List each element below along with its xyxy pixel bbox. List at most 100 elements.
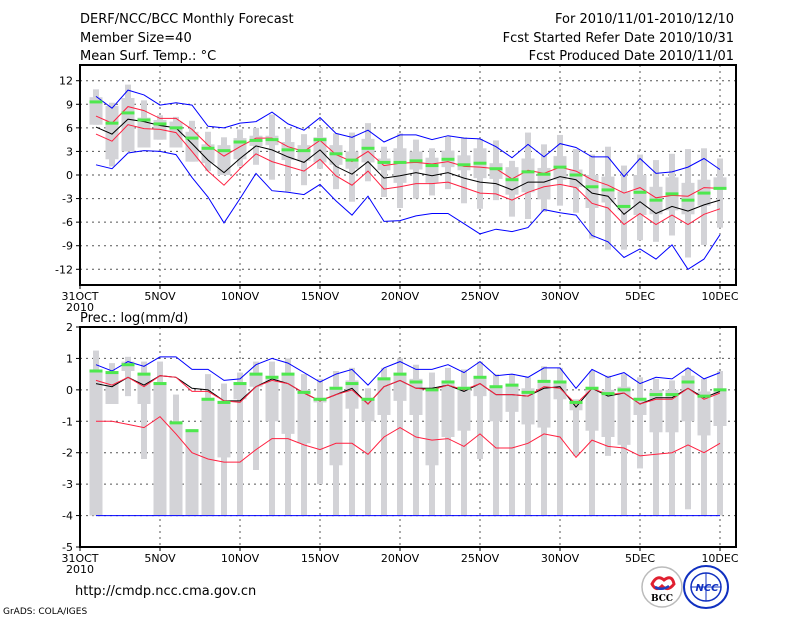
ensemble-box [361,123,375,182]
y-tick-label: -12 [55,263,73,276]
ensemble-mean-line [95,118,721,215]
median-bar [217,149,231,153]
y-tick-label: -3 [62,193,73,206]
interquartile-box [473,377,487,397]
x-tick-label: 25NOV [461,552,500,565]
ensemble-box [345,367,359,516]
range-bar [125,356,131,397]
median-bar [105,371,119,375]
median-bar [569,400,583,404]
median-bar [281,148,295,152]
ensemble-box [121,356,135,397]
interquartile-box [665,389,679,433]
x-tick-label: 31OCT [61,552,98,565]
median-bar [265,375,279,379]
website-url: http://cmdp.ncc.cma.gov.cn [75,584,256,599]
interquartile-box [425,388,439,466]
range-bar [477,361,483,459]
interquartile-box [361,138,375,163]
x-tick-label: 31OCT [61,290,98,303]
ensemble-box [537,144,551,212]
ensemble-box [393,358,407,516]
ensemble-box [185,120,199,162]
y-tick-label: 12 [59,75,73,88]
ensemble-box [89,89,103,125]
ensemble-box [361,388,375,516]
median-bar [713,186,727,190]
interquartile-box [377,377,391,415]
interquartile-box [521,388,535,425]
median-bar [649,393,663,397]
interquartile-box [425,157,439,183]
median-bar [281,372,295,376]
interquartile-box [217,145,231,175]
ensemble-box [457,369,471,516]
interquartile-box [361,397,375,422]
median-bar [265,138,279,142]
ensemble-box [201,374,215,516]
x-tick-label: 15NOV [301,290,340,303]
median-bar [249,372,263,376]
ensemble-box [377,146,391,197]
ensemble-box [169,394,183,516]
range-bar [573,399,579,456]
ensemble-box [521,132,535,219]
lower-spread-line [96,415,721,463]
median-bar [201,397,215,401]
range-bar [717,158,723,228]
upper-extreme-line [95,356,721,390]
ensemble-box [617,374,631,516]
lower-extreme-line [95,150,721,270]
interquartile-box [617,386,631,445]
range-bar [509,374,515,516]
median-bar [697,394,711,398]
range-bar [349,367,355,516]
interquartile-box [89,369,103,516]
median-bar [505,178,519,182]
median-bar [617,388,631,392]
median-bar [617,204,631,208]
x-tick-label: 30NOV [541,552,580,565]
x-tick-label: 5NOV [144,552,176,565]
range-bar [381,146,387,197]
interquartile-box [537,380,551,428]
range-bar [493,374,499,516]
y-tick-label: 6 [66,122,73,135]
median-bar [137,372,151,376]
temperature-plot: 12 9 6 3 0 -3 -6 -9 -12 31OCT 5NOV 10NOV 15NOV 20NOV 2… [55,64,739,314]
range-bar [317,378,323,485]
interquartile-box [137,117,151,148]
median-bar [121,111,135,115]
median-bar [121,363,135,367]
interquartile-box [441,380,455,437]
median-bar [425,388,439,392]
y-tick-label: -1 [62,415,73,428]
ensemble-box [489,374,503,516]
interquartile-box [569,169,583,187]
median-bar [633,190,647,194]
median-bar [537,379,551,383]
range-bar [365,388,371,516]
interquartile-box [297,389,311,444]
ensemble-box [185,429,199,516]
y-tick-label: 0 [66,169,73,182]
x-tick-label: 5DEC [625,552,655,565]
y-tick-label: 0 [66,384,73,397]
median-bar [297,149,311,153]
median-bar [329,152,343,156]
range-bar [589,371,595,516]
interquartile-box [713,388,727,426]
ensemble-box [217,383,231,516]
median-bar [361,397,375,401]
interquartile-box [521,158,535,193]
interquartile-box [281,372,295,434]
ncc-logo-text: NCC [695,583,719,594]
interquartile-box [409,378,423,415]
median-bar [249,138,263,142]
y-tick-label: 9 [66,98,73,111]
range-bar [525,377,531,516]
bcc-logo-text: BCC [651,594,673,604]
x-tick-label: 10DEC [701,552,738,565]
ensemble-box [569,399,583,456]
